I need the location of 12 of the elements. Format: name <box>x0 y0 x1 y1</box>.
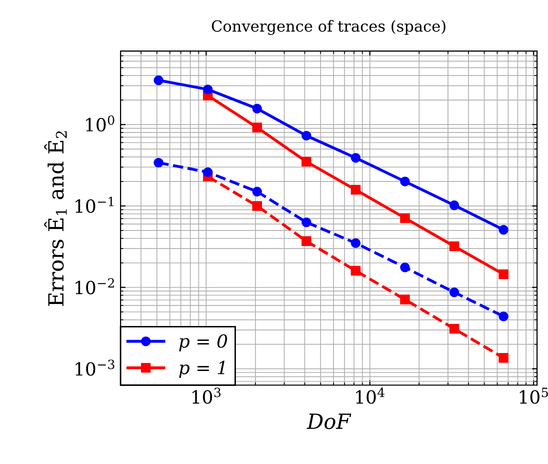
y-tick-label: 10$^{−2}$ <box>76 278 114 294</box>
y-tick-label: 10$^{−3}$ <box>76 360 114 376</box>
x-tick-label: 10$^{3}$ <box>192 388 221 404</box>
x-tick-label: 10$^{4}$ <box>356 388 385 404</box>
y-tick-label: 10$^{−1}$ <box>76 196 114 213</box>
y-tick-label: 10$^{0}$ <box>86 115 114 132</box>
chart-title: Convergence of traces (space) <box>212 20 446 35</box>
legend-label: p = 0 <box>179 334 228 352</box>
x-tick-label: 10$^{5}$ <box>520 388 548 404</box>
legend-label: p = 1 <box>179 360 224 378</box>
x-axis-title: DoF <box>306 414 352 430</box>
y-axis-title: Errors Ê$_{1}$ and Ê$_{2}$ <box>44 131 67 306</box>
